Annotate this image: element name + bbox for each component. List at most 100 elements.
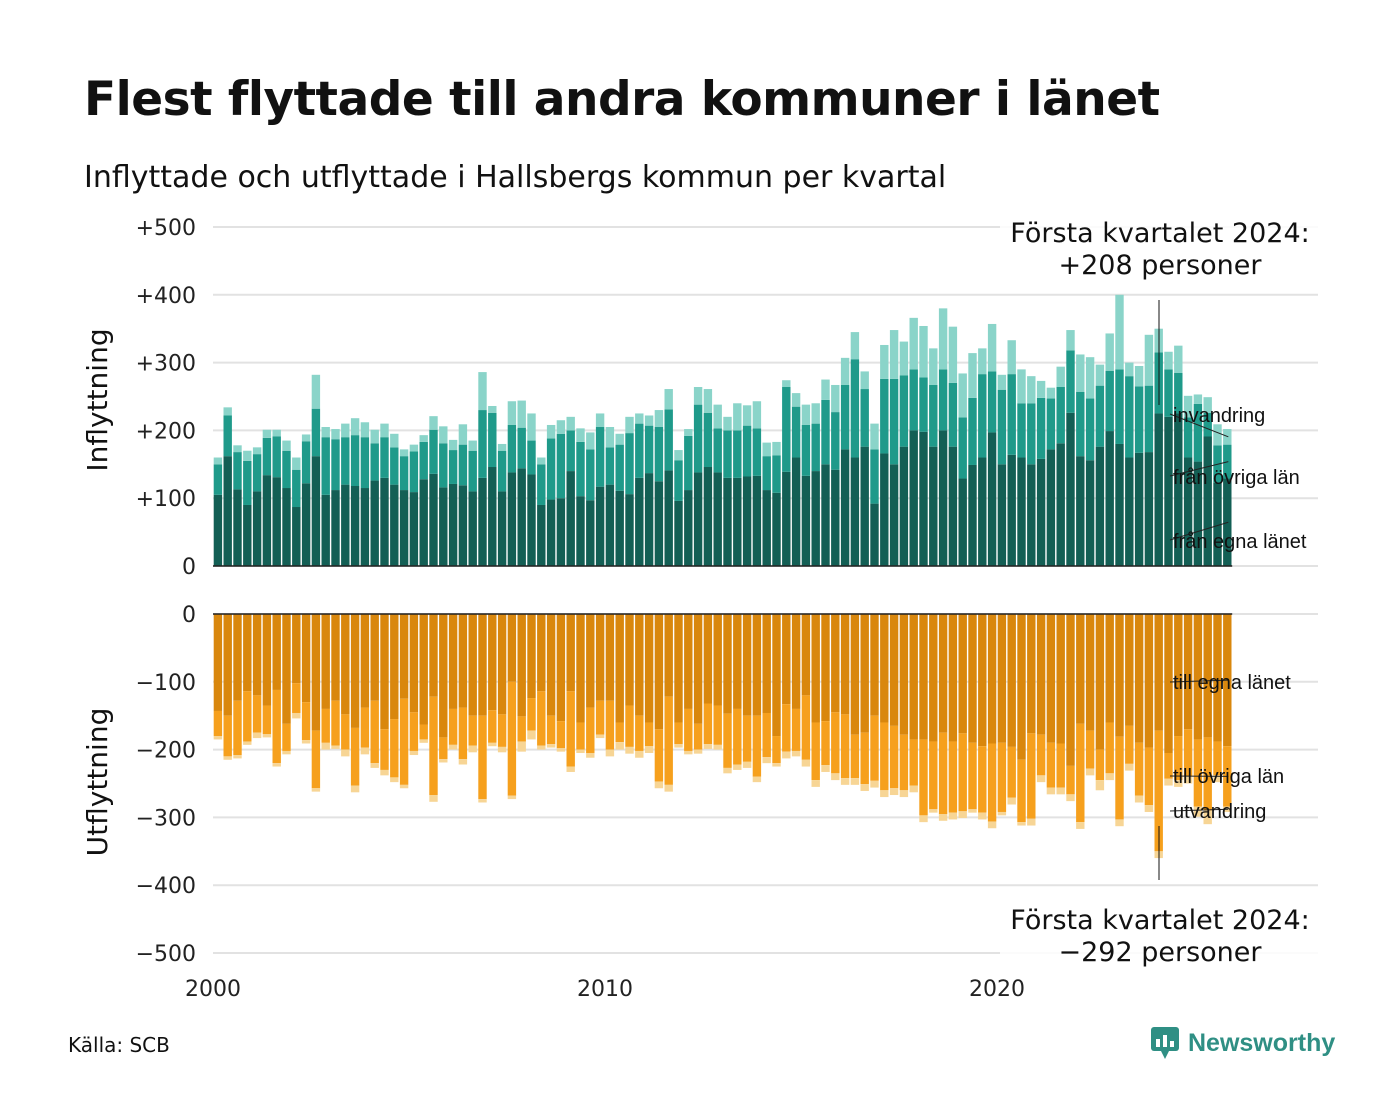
- bar-out-1: [1203, 614, 1212, 738]
- bar-out-3: [458, 759, 468, 765]
- bar-in-2: [439, 443, 448, 488]
- bar-out-3: [223, 756, 232, 760]
- bar-out-2: [1164, 752, 1173, 779]
- bar-out-2: [390, 719, 399, 778]
- bar-in-1: [537, 504, 546, 566]
- bar-in-1: [850, 457, 860, 566]
- bar-out-2: [429, 696, 438, 796]
- bar-in-2: [1164, 369, 1173, 417]
- bar-out-2: [595, 700, 605, 735]
- bar-out-3: [693, 749, 703, 754]
- bar-out-3: [938, 814, 948, 821]
- bar-in-2: [752, 428, 762, 476]
- bar-out-1: [370, 614, 379, 701]
- bar-out-1: [497, 614, 507, 715]
- y-tick-label-top: +300: [136, 352, 196, 377]
- bar-in-2: [478, 410, 487, 478]
- bar-in-1: [252, 491, 262, 566]
- bar-out-1: [968, 614, 977, 743]
- bar-out-1: [429, 614, 438, 697]
- y-tick-label-top: +100: [136, 487, 196, 512]
- bar-out-2: [929, 741, 938, 810]
- bar-in-1: [615, 490, 624, 566]
- bars: [213, 294, 1232, 859]
- y-axis-title-top: Inflyttning: [81, 328, 114, 471]
- bar-out-3: [243, 741, 252, 745]
- bar-in-3: [1193, 394, 1203, 404]
- bar-in-2: [213, 464, 223, 495]
- bar-out-1: [693, 614, 703, 724]
- bar-in-3: [556, 420, 566, 434]
- bar-out-1: [1076, 614, 1085, 724]
- bar-in-1: [635, 477, 644, 566]
- bar-in-1: [860, 446, 869, 566]
- bar-out-3: [448, 744, 458, 750]
- bar-out-3: [997, 811, 1007, 816]
- bar-out-3: [948, 812, 958, 820]
- bar-in-2: [370, 443, 379, 481]
- bar-out-1: [341, 614, 350, 715]
- series-label-in: invandring: [1173, 405, 1265, 427]
- bar-in-1: [674, 500, 683, 566]
- bar-out-3: [733, 764, 742, 770]
- bar-out-1: [889, 614, 899, 726]
- bar-out-2: [782, 704, 791, 752]
- bar-out-1: [419, 614, 428, 725]
- bar-out-2: [909, 739, 918, 786]
- bar-in-2: [1203, 412, 1212, 437]
- bar-in-2: [703, 412, 713, 468]
- bar-in-1: [870, 503, 879, 566]
- bar-out-3: [1174, 780, 1183, 787]
- bar-out-2: [811, 722, 820, 781]
- bar-out-3: [595, 734, 605, 739]
- bar-in-3: [282, 440, 291, 451]
- bar-in-2: [497, 450, 507, 492]
- bar-in-1: [1007, 454, 1016, 566]
- bar-in-1: [1154, 413, 1163, 566]
- bar-in-1: [1125, 457, 1134, 566]
- bar-out-3: [311, 788, 321, 792]
- bar-in-3: [301, 434, 311, 442]
- bar-in-1: [997, 464, 1007, 566]
- bar-out-2: [1085, 730, 1095, 769]
- bar-out-1: [625, 614, 634, 706]
- bar-out-3: [468, 745, 477, 753]
- bar-in-1: [782, 471, 791, 566]
- bar-out-2: [576, 722, 585, 750]
- bar-in-3: [1036, 380, 1046, 398]
- bar-out-3: [664, 784, 673, 792]
- bar-out-3: [762, 757, 771, 764]
- bar-in-2: [282, 450, 291, 489]
- bar-in-3: [821, 379, 830, 400]
- bar-in-3: [958, 373, 967, 418]
- bar-in-1: [546, 499, 556, 566]
- bar-in-3: [586, 432, 595, 450]
- bar-in-3: [840, 357, 850, 385]
- bar-out-1: [880, 614, 889, 723]
- bar-out-3: [772, 763, 781, 767]
- bar-out-3: [390, 777, 399, 783]
- bar-in-3: [331, 429, 340, 440]
- bar-in-1: [703, 467, 713, 566]
- bar-in-1: [1085, 460, 1095, 566]
- bar-out-1: [458, 614, 468, 708]
- bar-in-2: [1017, 403, 1026, 458]
- bar-out-1: [478, 614, 487, 716]
- bar-in-3: [1164, 351, 1173, 370]
- bar-out-3: [654, 781, 664, 789]
- bar-out-2: [507, 681, 517, 796]
- bar-in-3: [321, 427, 330, 438]
- bar-out-2: [889, 725, 899, 789]
- bar-in-2: [380, 437, 389, 478]
- bar-out-1: [1066, 614, 1075, 766]
- bar-in-2: [1144, 385, 1154, 453]
- bar-out-3: [752, 776, 762, 783]
- bar-in-1: [1046, 449, 1056, 566]
- bar-out-2: [331, 700, 340, 746]
- bar-out-3: [370, 763, 379, 768]
- bar-out-1: [870, 614, 879, 716]
- series-label-out: till egna länet: [1173, 672, 1291, 694]
- bar-in-1: [958, 478, 967, 566]
- bar-out-1: [586, 614, 595, 708]
- bar-in-1: [321, 494, 330, 566]
